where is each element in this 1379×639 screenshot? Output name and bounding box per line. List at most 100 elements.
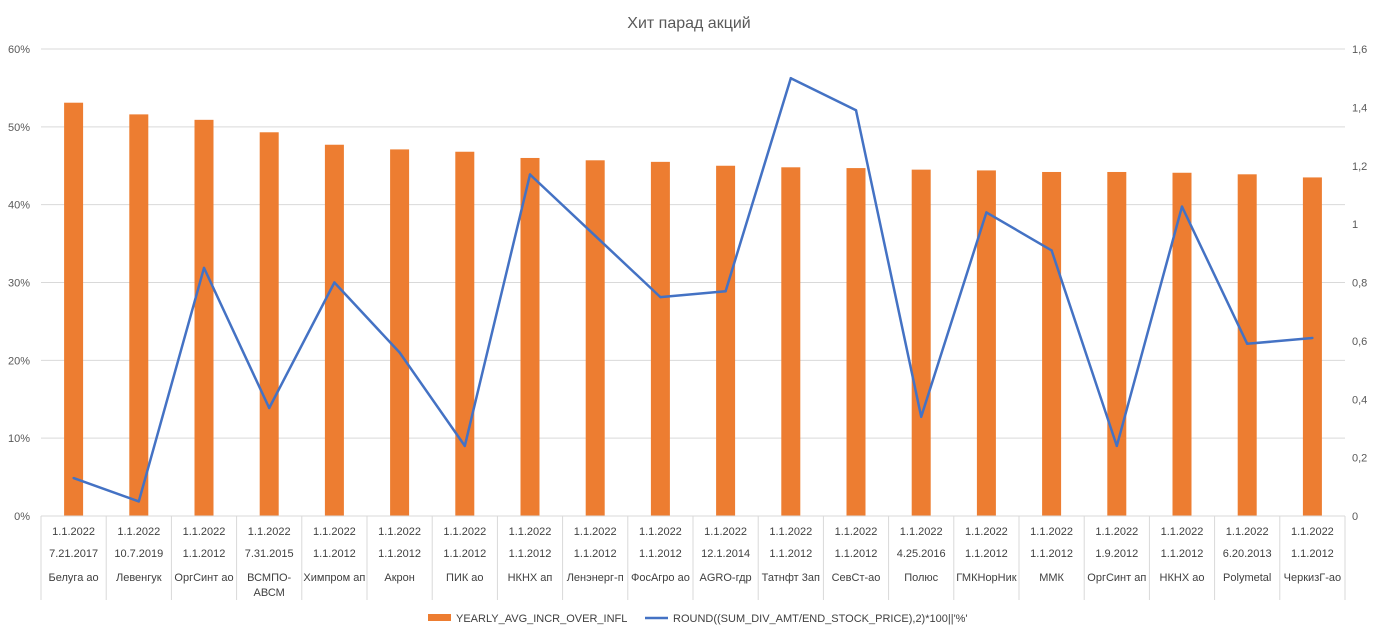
line-point <box>1115 444 1119 448</box>
legend-label-bar: YEARLY_AVG_INCR_OVER_INFL <box>456 613 627 625</box>
category-name-cont: АВСМ <box>254 587 285 599</box>
category-name: Полюс <box>904 572 938 584</box>
category-name: ММК <box>1039 572 1064 584</box>
category-name: AGRO-гдр <box>700 572 752 584</box>
category-date-2: 1.1.2012 <box>639 548 682 560</box>
y-right-tick-label: 1,4 <box>1352 102 1367 114</box>
y-left-tick-label: 50% <box>8 122 30 134</box>
category-name: ОргСинт ап <box>1087 572 1146 584</box>
category-date-1: 1.1.2022 <box>965 526 1008 538</box>
category-date-1: 1.1.2022 <box>1291 526 1334 538</box>
category-name: ВСМПО- <box>247 572 291 584</box>
bar <box>585 160 605 516</box>
bar <box>324 144 344 517</box>
y-right-tick-label: 0,2 <box>1352 453 1367 465</box>
line-point <box>72 476 75 480</box>
y-left-tick-label: 10% <box>8 433 30 445</box>
category-name: ФосАгро ао <box>631 572 690 584</box>
bar <box>911 169 931 516</box>
category-date-2: 1.9.2012 <box>1095 548 1138 560</box>
bar <box>781 167 801 516</box>
bar <box>650 161 670 516</box>
bar <box>259 132 279 516</box>
y-axis-left: 0% 10% 20% 30% 40% 50% 60% <box>8 44 30 523</box>
line-point <box>854 109 858 112</box>
bar <box>1237 174 1257 517</box>
category-date-1: 1.1.2022 <box>704 526 747 538</box>
category-name: Акрон <box>384 572 414 584</box>
line-point <box>659 295 662 299</box>
category-date-2: 4.25.2016 <box>897 548 946 560</box>
legend-label-line: ROUND((SUM_DIV_AMT/END_STOCK_PRICE),2)*1… <box>673 613 968 625</box>
line-point <box>985 211 988 214</box>
category-date-1: 1.1.2022 <box>769 526 812 538</box>
bar <box>846 168 866 516</box>
category-date-1: 1.1.2022 <box>313 526 356 538</box>
gridlines <box>41 48 1345 439</box>
category-date-1: 1.1.2022 <box>117 526 160 538</box>
category-date-1: 1.1.2022 <box>900 526 943 538</box>
category-date-1: 1.1.2022 <box>574 526 617 538</box>
y-right-tick-label: 0,8 <box>1352 278 1367 290</box>
y-left-tick-label: 20% <box>8 355 30 367</box>
line-point <box>528 173 532 176</box>
line-point <box>724 290 727 293</box>
category-date-2: 1.1.2012 <box>835 548 878 560</box>
category-date-1: 1.1.2022 <box>378 526 421 538</box>
category-date-2: 1.1.2012 <box>1291 548 1334 560</box>
category-date-1: 1.1.2022 <box>443 526 486 538</box>
category-name: Левенгук <box>116 572 162 584</box>
category-name: НКНХ ап <box>508 572 553 584</box>
category-date-2: 1.1.2012 <box>1030 548 1073 560</box>
category-date-2: 1.1.2012 <box>443 548 486 560</box>
category-date-2: 1.1.2012 <box>965 548 1008 560</box>
bar <box>455 151 475 517</box>
bar <box>390 149 410 516</box>
bar <box>976 170 996 517</box>
bar <box>1172 172 1192 516</box>
category-name: Белуга ао <box>49 572 99 584</box>
line-point <box>463 444 466 448</box>
category-date-1: 1.1.2022 <box>639 526 682 538</box>
category-date-2: 6.20.2013 <box>1223 548 1272 560</box>
bar <box>129 114 149 516</box>
y-right-tick-label: 1,2 <box>1352 161 1367 173</box>
category-date-1: 1.1.2022 <box>1226 526 1269 538</box>
category-date-1: 1.1.2022 <box>1161 526 1204 538</box>
category-date-1: 1.1.2022 <box>835 526 878 538</box>
line-point <box>594 234 597 237</box>
y-right-tick-label: 0 <box>1352 511 1358 523</box>
category-date-1: 1.1.2022 <box>1030 526 1073 538</box>
category-name: ОргСинт ао <box>174 572 233 584</box>
category-date-2: 1.1.2012 <box>313 548 356 560</box>
category-date-2: 12.1.2014 <box>701 548 750 560</box>
bar <box>520 157 540 516</box>
legend: YEARLY_AVG_INCR_OVER_INFL ROUND((SUM_DIV_… <box>428 613 968 625</box>
category-date-1: 1.1.2022 <box>509 526 552 538</box>
line-point <box>920 415 923 418</box>
series-line <box>73 76 1313 503</box>
y-right-tick-label: 0,4 <box>1352 394 1367 406</box>
line-series <box>72 76 1314 503</box>
category-date-2: 1.1.2012 <box>378 548 421 560</box>
line-point <box>789 76 792 80</box>
category-date-2: 1.1.2012 <box>1161 548 1204 560</box>
category-date-2: 1.1.2012 <box>183 548 226 560</box>
line-point <box>137 500 140 503</box>
category-name: НКНХ ао <box>1160 572 1205 584</box>
bar <box>1042 171 1062 516</box>
category-name: Polymetal <box>1223 572 1271 584</box>
chart-title: Хит парад акций <box>627 15 750 32</box>
line-point <box>1311 336 1314 340</box>
bar <box>1107 171 1127 516</box>
category-table: 1.1.2022 7.21.2017 Белуга ао 1.1.2022 10.7.2… <box>40 515 1346 600</box>
line-point <box>1246 342 1249 345</box>
line-point <box>268 406 271 410</box>
y-right-tick-label: 0,6 <box>1352 336 1367 348</box>
y-left-tick-label: 40% <box>8 200 30 212</box>
y-left-tick-label: 30% <box>8 278 30 290</box>
y-right-tick-label: 1,6 <box>1352 44 1367 56</box>
category-date-1: 1.1.2022 <box>183 526 226 538</box>
line-point <box>1050 249 1053 252</box>
